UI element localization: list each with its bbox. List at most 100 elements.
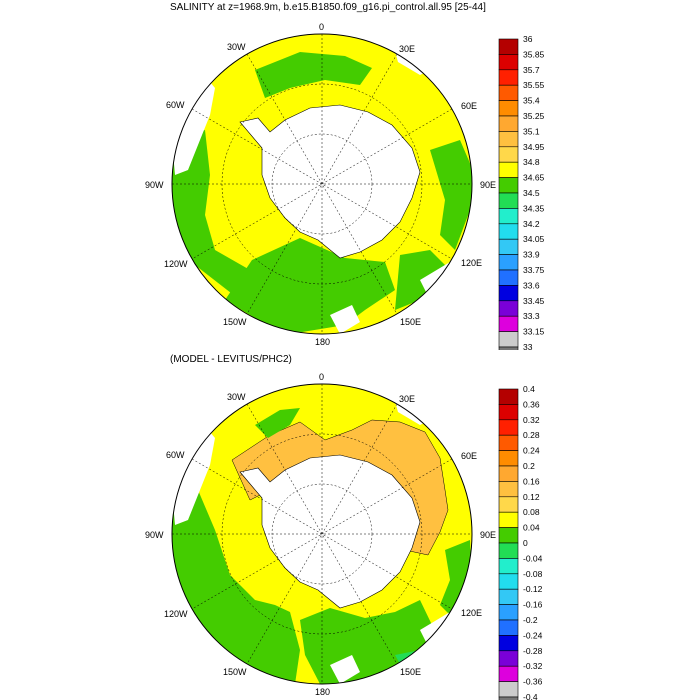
difference-panel: (MODEL - LEVITUS/PHC2)	[0, 350, 700, 700]
colorbar-label: 34.35	[523, 203, 545, 213]
lon-label-30e: 30E	[399, 394, 415, 404]
colorbar-swatch	[498, 161, 519, 178]
colorbar-swatch	[498, 331, 519, 348]
green-region-indian	[430, 140, 472, 250]
colorbar-label: 0.24	[523, 446, 540, 456]
longitude-labels: 0 30E 60E 90E 120E 150E 180 150W 120W 90…	[145, 22, 496, 347]
panel-title: (MODEL - LEVITUS/PHC2)	[170, 354, 292, 365]
colorbar-label: -0.24	[523, 630, 543, 640]
colorbar-swatch	[498, 434, 519, 451]
lon-label-150w: 150W	[223, 667, 247, 677]
colorbar-swatch	[498, 558, 519, 575]
lon-label-60w: 60W	[166, 100, 185, 110]
graticule	[172, 384, 472, 684]
polar-map: 0 30E 60E 90E 120E 150E 180 150W 120W 90…	[145, 372, 543, 700]
colorbar-label: 34.8	[523, 157, 540, 167]
lon-label-150w: 150W	[223, 317, 247, 327]
colorbar-label: 33.3	[523, 311, 540, 321]
colorbar-label: 35.55	[523, 80, 545, 90]
colorbar-swatch	[498, 619, 519, 636]
lon-label-90w: 90W	[145, 180, 164, 190]
colorbar-label: -0.28	[523, 646, 543, 656]
colorbar-swatch	[498, 54, 519, 71]
colorbar-label: -0.08	[523, 569, 543, 579]
colorbar-label: 0.28	[523, 430, 540, 440]
map-field	[172, 384, 472, 684]
colorbar-label: 33	[523, 342, 533, 350]
lon-label-0: 0	[319, 22, 324, 32]
colorbar-swatch	[498, 84, 519, 101]
colorbar-label: 33.6	[523, 280, 540, 290]
colorbar-swatch	[498, 542, 519, 559]
colorbar-swatch	[498, 696, 519, 700]
lon-label-90e: 90E	[480, 530, 496, 540]
colorbar-label: 34.95	[523, 142, 545, 152]
colorbar-swatch	[498, 38, 519, 55]
colorbar-swatch	[498, 681, 519, 698]
colorbar-label: 34.2	[523, 219, 540, 229]
colorbar-swatch	[498, 69, 519, 86]
lon-label-180: 180	[315, 337, 330, 347]
new-zealand-land	[330, 305, 360, 334]
new-zealand-land	[330, 655, 360, 684]
lon-label-120w: 120W	[164, 609, 188, 619]
lon-label-120e: 120E	[461, 608, 482, 618]
colorbar-swatch	[498, 588, 519, 605]
colorbar-swatch	[498, 315, 519, 332]
colorbar-label: 36	[523, 34, 533, 44]
antarctica	[239, 104, 421, 259]
lon-label-120e: 120E	[461, 258, 482, 268]
longitude-labels: 0 30E 60E 90E 120E 150E 180 150W 120W 90…	[145, 372, 496, 697]
green-region-atlantic	[255, 408, 300, 438]
salinity-panel: SALINITY at z=1968.9m, b.e15.B1850.f09_g…	[145, 2, 545, 350]
lon-label-60w: 60W	[166, 450, 185, 460]
colorbar-label: -0.16	[523, 600, 543, 610]
colorbar-label: 33.9	[523, 250, 540, 260]
green-region-weddell	[255, 52, 372, 98]
colorbar: 0.4 0.36 0.32 0.28 0.24 0.2 0.16 0.12 0.08 0.04 0 -…	[498, 384, 543, 700]
lon-label-60e: 60E	[461, 101, 477, 111]
map-border	[171, 33, 473, 335]
colorbar-label: 0.36	[523, 399, 540, 409]
colorbar-label: 35.25	[523, 111, 545, 121]
colorbar-swatch	[498, 238, 519, 255]
colorbar-label: 34.5	[523, 188, 540, 198]
colorbar-swatch	[498, 300, 519, 317]
map-border	[171, 383, 473, 685]
colorbar-label: 0.16	[523, 476, 540, 486]
colorbar-swatch	[498, 635, 519, 652]
colorbar-swatch	[498, 465, 519, 482]
lon-label-90w: 90W	[145, 530, 164, 540]
colorbar-swatch	[498, 131, 519, 148]
colorbar-label: 33.75	[523, 265, 545, 275]
colorbar-label: 0.12	[523, 492, 540, 502]
colorbar-label: 0	[523, 538, 528, 548]
colorbar-swatch	[498, 115, 519, 132]
colorbar-swatch	[498, 146, 519, 163]
colorbar-label: 0.08	[523, 507, 540, 517]
colorbar-label: -0.4	[523, 692, 538, 700]
colorbar-swatch	[498, 527, 519, 544]
colorbar-swatch	[498, 223, 519, 240]
colorbar-swatch	[498, 254, 519, 271]
colorbar-swatch	[498, 496, 519, 513]
colorbar-label: 35.85	[523, 49, 545, 59]
graticule	[172, 34, 472, 334]
colorbar-swatch	[498, 419, 519, 436]
colorbar-swatch	[498, 269, 519, 286]
colorbar-swatch	[498, 100, 519, 117]
colorbar-label: -0.2	[523, 615, 538, 625]
colorbar-label: 35.4	[523, 96, 540, 106]
colorbar-swatch	[498, 208, 519, 225]
lon-label-30e: 30E	[399, 44, 415, 54]
lon-label-30w: 30W	[227, 392, 246, 402]
colorbar-swatch	[498, 404, 519, 421]
lon-label-30w: 30W	[227, 42, 246, 52]
lon-label-150e: 150E	[400, 667, 421, 677]
colorbar-swatch	[498, 511, 519, 528]
antarctica	[239, 454, 421, 609]
colorbar-swatch	[498, 285, 519, 302]
colorbar-label: -0.12	[523, 584, 543, 594]
colorbar-swatch	[498, 604, 519, 621]
lon-label-60e: 60E	[461, 451, 477, 461]
